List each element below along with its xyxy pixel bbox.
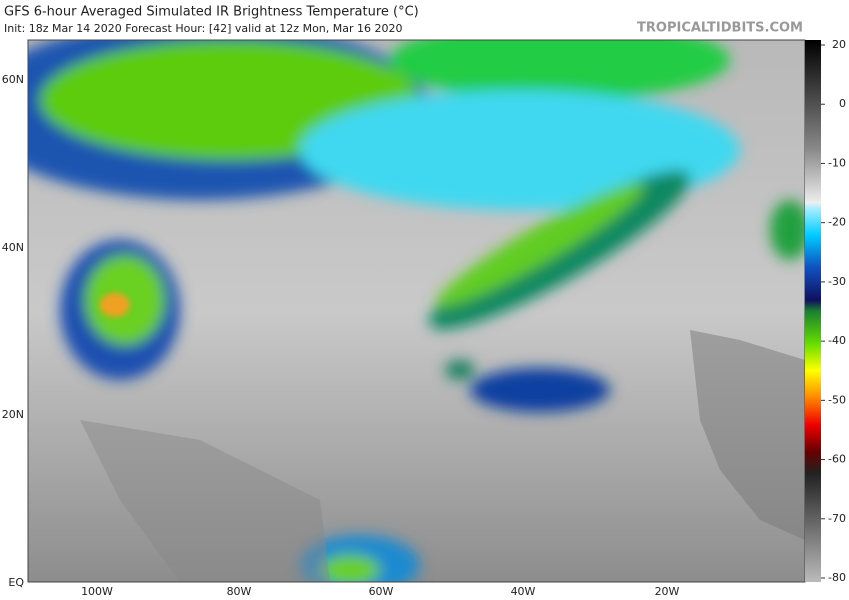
- colorbar-label: 20: [832, 38, 846, 51]
- colorbar-label: -50: [828, 393, 846, 406]
- colorbar-label: -30: [828, 275, 846, 288]
- lat-label: EQ: [8, 576, 24, 589]
- satellite-image: [28, 40, 805, 582]
- colorbar-label: -60: [828, 453, 846, 466]
- lon-label: 40W: [511, 585, 536, 598]
- colorbar-label: -70: [828, 512, 846, 525]
- lat-label: 40N: [2, 241, 24, 254]
- subtitle: Init: 18z Mar 14 2020 Forecast Hour: [42…: [4, 22, 403, 35]
- colorbar-label: 0: [839, 97, 846, 110]
- colorbar: [805, 40, 821, 582]
- watermark: TROPICALTIDBITS.COM: [637, 21, 803, 36]
- colorbar-label: -40: [828, 334, 846, 347]
- lon-label: 60W: [369, 585, 394, 598]
- lon-label: 20W: [655, 585, 680, 598]
- colorbar-label: -10: [828, 156, 846, 169]
- lon-label: 100W: [81, 585, 113, 598]
- lon-label: 80W: [227, 585, 252, 598]
- colorbar-label: -80: [828, 571, 846, 584]
- colorbar-label: -20: [828, 216, 846, 229]
- title: GFS 6-hour Averaged Simulated IR Brightn…: [4, 5, 419, 20]
- lat-label: 20N: [2, 408, 24, 421]
- lat-label: 60N: [2, 73, 24, 86]
